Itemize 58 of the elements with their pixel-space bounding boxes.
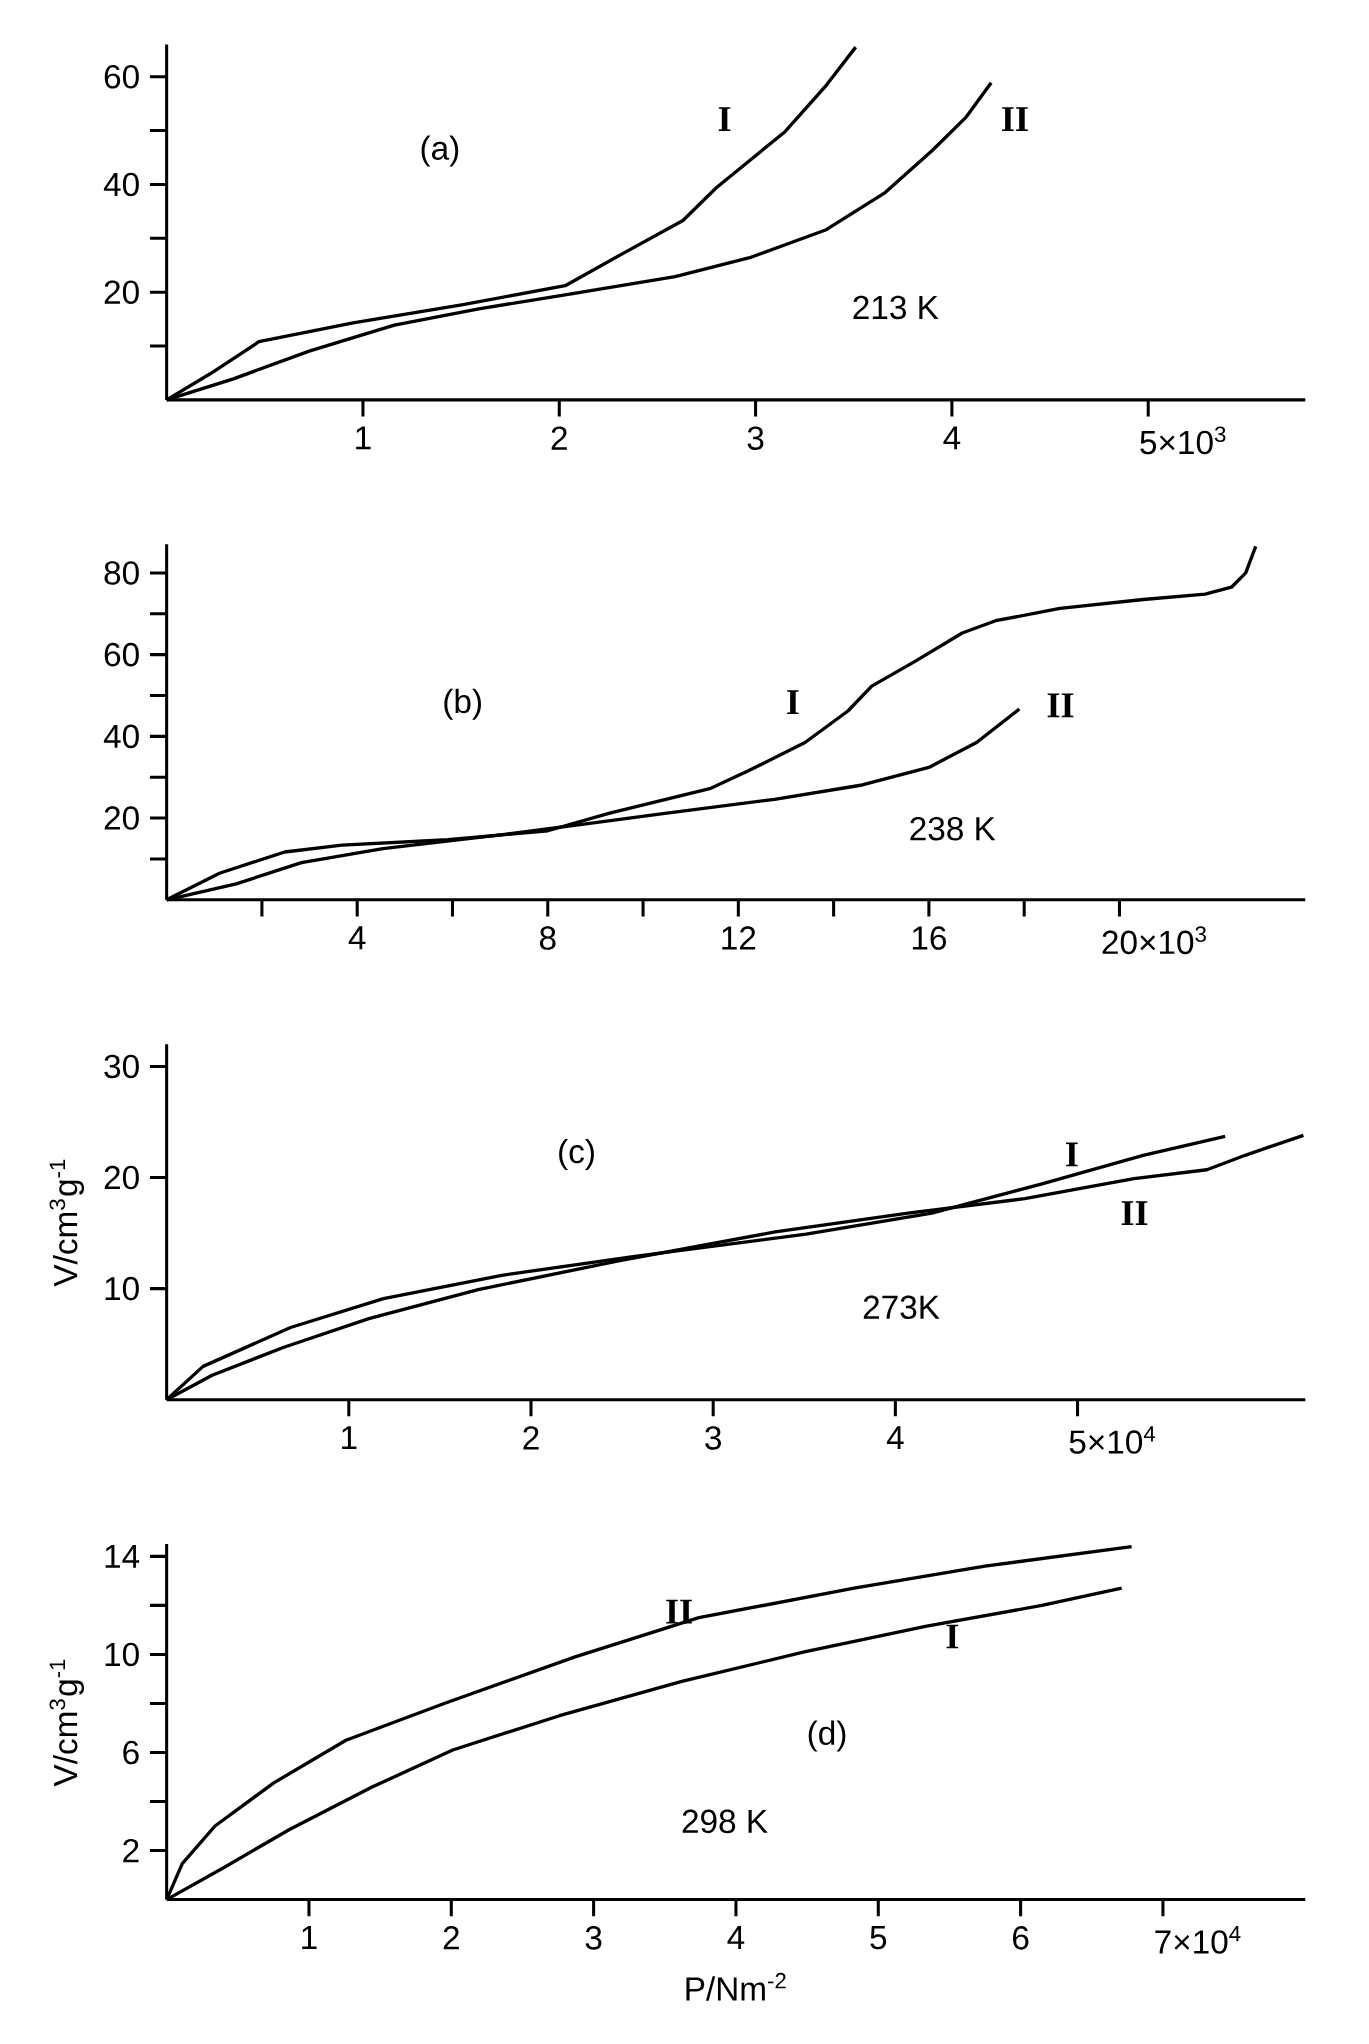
annotation: 213 K <box>853 295 939 320</box>
y-tick-label: 40 <box>103 172 139 197</box>
x-tick-label: 1 <box>356 426 371 450</box>
series-label: I <box>718 107 731 131</box>
x-axis-title: P/Nm$^{-2}$ <box>686 1972 786 2001</box>
y-tick-label: 20 <box>104 280 139 304</box>
y-tick-label: 20 <box>104 806 139 830</box>
x-tick-label: 1 <box>302 1926 317 1949</box>
series-label: I <box>946 1624 959 1649</box>
y-axis-title: V/cm$^{3}$g$^{-1}$ <box>49 1659 84 1787</box>
annotation: 298 K <box>682 1809 768 1834</box>
x-tick-label: 3 <box>747 426 764 450</box>
y-tick-label: 40 <box>103 724 139 749</box>
series-label: II <box>1002 107 1028 131</box>
x-tick-label: 3 <box>585 1926 602 1950</box>
y-tick-label: 6 <box>123 1740 139 1765</box>
x-tick-label: 2 <box>523 1426 539 1450</box>
x-tick-label: 2 <box>443 1926 459 1950</box>
y-tick-label: 2 <box>123 1838 139 1863</box>
series-label: I <box>787 690 799 714</box>
x-tick-label: 2 <box>551 426 567 450</box>
x-tick-label: 20 <box>1102 930 1137 955</box>
y-tick-label: 20 <box>104 1165 139 1190</box>
text: ×10$^{4}$ <box>1089 1426 1156 1454</box>
x-tick-label: 12 <box>722 926 756 950</box>
x-tick-label: 3 <box>705 1426 721 1450</box>
x-tick-label: 5 <box>870 1926 887 1950</box>
y-tick-label: 10 <box>105 1276 139 1301</box>
x-tick-label: 8 <box>539 926 556 950</box>
annotation: 273K <box>863 1295 940 1320</box>
y-tick-label: 60 <box>104 642 139 667</box>
x-tick-label: 16 <box>912 926 946 950</box>
x-tick-label: 5 <box>1069 1430 1086 1454</box>
text: ×10$^{4}$ <box>1174 1926 1241 1954</box>
x-tick-label: 4 <box>943 426 961 450</box>
x-tick-label: 4 <box>886 1426 904 1450</box>
x-tick-label: 5 <box>1140 431 1157 455</box>
annotation: (a) <box>421 135 459 167</box>
annotation: 238 K <box>910 816 996 841</box>
x-tick-label: 1 <box>342 1426 357 1450</box>
text: ×10$^{3}$ <box>1140 926 1206 955</box>
series-label: II <box>1121 1201 1148 1225</box>
annotation: (d) <box>808 1720 846 1752</box>
annotation: (b) <box>444 688 481 720</box>
x-tick-label: 4 <box>348 926 366 950</box>
y-tick-label: 10 <box>105 1642 139 1667</box>
x-tick-label: 7 <box>1155 1930 1171 1954</box>
series-label: II <box>1047 693 1074 718</box>
y-tick-label: 30 <box>104 1054 139 1079</box>
x-tick-label: 6 <box>1012 1926 1029 1950</box>
y-tick-label: 60 <box>104 64 139 89</box>
text: ×10$^{3}$ <box>1159 426 1226 455</box>
x-tick-label: 4 <box>727 1926 745 1949</box>
y-tick-label: 14 <box>105 1544 140 1568</box>
series-label: I <box>1065 1142 1078 1167</box>
y-axis-title: V/cm$^{3}$g$^{-1}$ <box>49 1159 84 1287</box>
annotation: (c) <box>559 1138 594 1170</box>
y-tick-label: 80 <box>104 561 139 585</box>
